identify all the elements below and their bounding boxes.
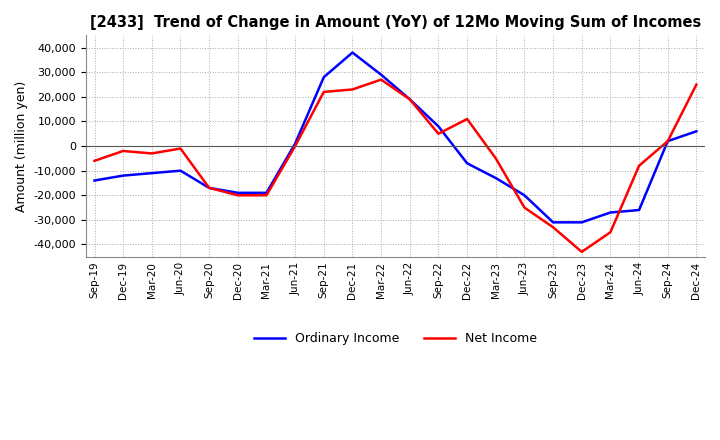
Net Income xyxy=(692,82,701,87)
Y-axis label: Amount (million yen): Amount (million yen) xyxy=(15,81,28,212)
Ordinary Income xyxy=(635,207,644,213)
Ordinary Income xyxy=(291,141,300,146)
Ordinary Income xyxy=(119,173,127,178)
Title: [2433]  Trend of Change in Amount (YoY) of 12Mo Moving Sum of Incomes: [2433] Trend of Change in Amount (YoY) o… xyxy=(90,15,701,30)
Net Income xyxy=(320,89,328,95)
Net Income xyxy=(520,205,528,210)
Ordinary Income xyxy=(377,72,385,77)
Ordinary Income xyxy=(90,178,99,183)
Net Income xyxy=(549,225,557,230)
Ordinary Income xyxy=(320,74,328,80)
Net Income xyxy=(291,143,300,149)
Ordinary Income xyxy=(492,176,500,181)
Ordinary Income xyxy=(348,50,357,55)
Net Income xyxy=(148,151,156,156)
Net Income xyxy=(635,163,644,169)
Ordinary Income xyxy=(577,220,586,225)
Legend: Ordinary Income, Net Income: Ordinary Income, Net Income xyxy=(248,327,542,350)
Net Income xyxy=(233,193,242,198)
Ordinary Income xyxy=(176,168,185,173)
Net Income xyxy=(463,116,472,121)
Ordinary Income xyxy=(148,170,156,176)
Ordinary Income xyxy=(692,128,701,134)
Net Income xyxy=(204,185,213,191)
Net Income xyxy=(90,158,99,164)
Ordinary Income xyxy=(204,185,213,191)
Line: Ordinary Income: Ordinary Income xyxy=(94,52,696,222)
Line: Net Income: Net Income xyxy=(94,80,696,252)
Ordinary Income xyxy=(463,161,472,166)
Ordinary Income xyxy=(549,220,557,225)
Net Income xyxy=(348,87,357,92)
Net Income xyxy=(492,156,500,161)
Ordinary Income xyxy=(405,97,414,102)
Net Income xyxy=(434,131,443,136)
Net Income xyxy=(262,193,271,198)
Ordinary Income xyxy=(434,124,443,129)
Net Income xyxy=(577,249,586,254)
Net Income xyxy=(606,230,615,235)
Net Income xyxy=(119,148,127,154)
Ordinary Income xyxy=(663,139,672,144)
Ordinary Income xyxy=(233,190,242,195)
Ordinary Income xyxy=(520,193,528,198)
Net Income xyxy=(405,97,414,102)
Net Income xyxy=(176,146,185,151)
Ordinary Income xyxy=(262,190,271,195)
Net Income xyxy=(377,77,385,82)
Ordinary Income xyxy=(606,210,615,215)
Net Income xyxy=(663,139,672,144)
